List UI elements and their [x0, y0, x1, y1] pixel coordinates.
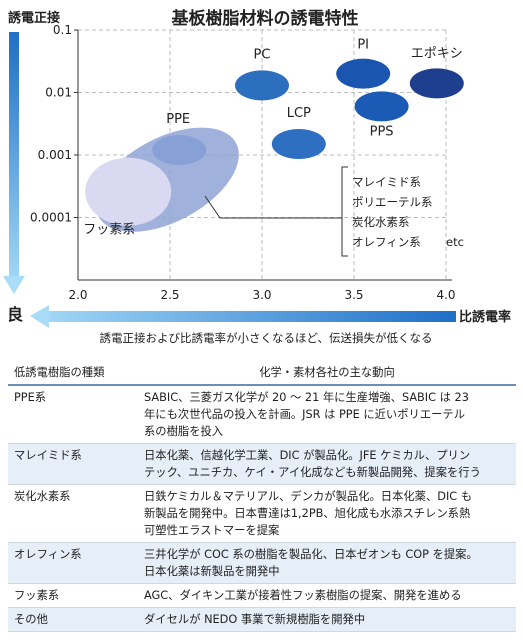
table-row: 炭化水素系 日鉄ケミカル＆マテリアル、デンカが製品化。日本化薬、DIC も新製品を… [8, 484, 516, 543]
x-tick-label: 4.0 [436, 288, 455, 302]
bracket-item: オレフィン系 [352, 235, 421, 249]
trend-line: SABIC、三菱ガス化学が 20 ～ 21 年に生産増強、SABIC は 23 [144, 391, 469, 404]
x-tick-label: 3.0 [252, 288, 271, 302]
table-header-type: 低誘電樹脂の種類 [8, 360, 138, 386]
series-label: エポキシ [411, 46, 463, 61]
x-axis-label: 比誘電率 [459, 309, 511, 325]
trend-cell: ダイセルが NEDO 事業で新規樹脂を開発中 [138, 607, 516, 632]
resin-type-cell: その他 [8, 607, 138, 632]
table-header-row: 低誘電樹脂の種類 化学・素材各社の主な動向 [8, 360, 516, 386]
y-improvement-arrow-head [3, 276, 25, 294]
data-point [271, 128, 326, 159]
series-label: フッ素系 [83, 223, 135, 238]
trend-cell: SABIC、三菱ガス化学が 20 ～ 21 年に生産増強、SABIC は 23 年… [138, 385, 516, 444]
y-improvement-arrow-shaft [9, 32, 19, 277]
series-label: PC [254, 47, 271, 62]
table-row: オレフィン系 三井化学が COC 系の樹脂を製品化、日本ゼオンも COP を提案。… [8, 542, 516, 584]
trend-cell: 三井化学が COC 系の樹脂を製品化、日本ゼオンも COP を提案。 日本化薬は新… [138, 542, 516, 584]
bracket-item: ポリエーテル系 [352, 195, 433, 209]
trend-line: 新製品を開発中。日本曹達は1,2PB、旭化成も水添スチレン系熱 [144, 507, 471, 520]
trend-line: 日本化薬、信越化学工業、DIC が製品化。JFE ケミカル、プリン [144, 449, 471, 462]
series-label: PPS [370, 124, 394, 139]
trend-line: AGC、ダイキン工業が接着性フッ素樹脂の提案、開発を進める [144, 589, 462, 602]
trend-line: 可塑性エラストマーを提案 [144, 524, 280, 537]
trend-line: ダイセルが NEDO 事業で新規樹脂を開発中 [144, 613, 366, 626]
bracket-item: マレイミド系 [352, 175, 421, 189]
table-row: PPE系 SABIC、三菱ガス化学が 20 ～ 21 年に生産増強、SABIC は… [8, 385, 516, 444]
trend-line: 日鉄ケミカル＆マテリアル、デンカが製品化。日本化薬、DIC も [144, 490, 473, 503]
bracket-annotation: マレイミド系 ポリエーテル系 炭化水素系 オレフィン系 etc [204, 166, 464, 257]
trend-line: 年にも次世代品の投入を計画。JSR は PPE に近いポリエーテル [144, 408, 466, 421]
better-label: 良 [7, 305, 23, 324]
data-point [336, 58, 391, 89]
x-tick-label: 2.0 [68, 288, 87, 302]
x-tick-label: 2.5 [160, 288, 179, 302]
trend-cell: 日本化薬、信越化学工業、DIC が製品化。JFE ケミカル、プリン テック、ユニチ… [138, 443, 516, 485]
bracket-item: 炭化水素系 [352, 215, 410, 229]
series-label: LCP [287, 106, 311, 121]
y-axis-label: 誘電正接 [8, 10, 60, 26]
resin-type-cell: マレイミド系 [8, 443, 138, 485]
x-improvement-arrow-shaft [48, 311, 456, 322]
y-tick-label: 0.001 [38, 148, 72, 162]
x-tick-label: 3.5 [344, 288, 363, 302]
data-point-fluoro [85, 157, 172, 226]
chart-caption: 誘電正接および比誘電率が小さくなるほど、伝送損失が低くなる [100, 331, 433, 345]
trend-cell: 日鉄ケミカル＆マテリアル、デンカが製品化。日本化薬、DIC も新製品を開発中。日… [138, 484, 516, 543]
table-header-trends: 化学・素材各社の主な動向 [138, 360, 516, 386]
table-row: マレイミド系 日本化薬、信越化学工業、DIC が製品化。JFE ケミカル、プリンテ… [8, 443, 516, 485]
resin-trends-table: 低誘電樹脂の種類 化学・素材各社の主な動向 PPE系 SABIC、三菱ガス化学が … [8, 360, 516, 632]
data-point [409, 68, 464, 99]
table-row: フッ素系 AGC、ダイキン工業が接着性フッ素樹脂の提案、開発を進める [8, 583, 516, 608]
data-point [235, 70, 289, 101]
resin-type-cell: 炭化水素系 [8, 484, 138, 543]
y-tick-label: 0.01 [45, 86, 72, 100]
resin-type-cell: PPE系 [8, 385, 138, 444]
series-label: PPE [166, 112, 190, 127]
table-row: その他 ダイセルが NEDO 事業で新規樹脂を開発中 [8, 607, 516, 632]
trend-line: 系の樹脂を投入 [144, 425, 224, 438]
x-improvement-arrow-head [30, 305, 49, 328]
trend-line: テック、ユニチカ、ケイ・アイ化成なども新製品開発、提案を行う [144, 466, 481, 479]
resin-type-cell: オレフィン系 [8, 542, 138, 584]
trend-line: 日本化薬は新製品を開発中 [144, 565, 280, 578]
dielectric-chart: 基板樹脂材料の誘電特性 誘電正接 良 比誘電率 誘電正接および比誘電率が小さくな… [3, 8, 511, 345]
y-tick-label: 0.1 [53, 23, 72, 37]
trend-line: 三井化学が COC 系の樹脂を製品化、日本ゼオンも COP を提案。 [144, 548, 478, 561]
data-point [354, 91, 409, 122]
trend-cell: AGC、ダイキン工業が接着性フッ素樹脂の提案、開発を進める [138, 583, 516, 608]
bracket-note: etc [446, 235, 464, 249]
y-tick-label: 0.0001 [30, 211, 72, 225]
chart-title: 基板樹脂材料の誘電特性 [171, 8, 359, 29]
resin-type-cell: フッ素系 [8, 583, 138, 608]
series-label: PI [357, 38, 369, 53]
